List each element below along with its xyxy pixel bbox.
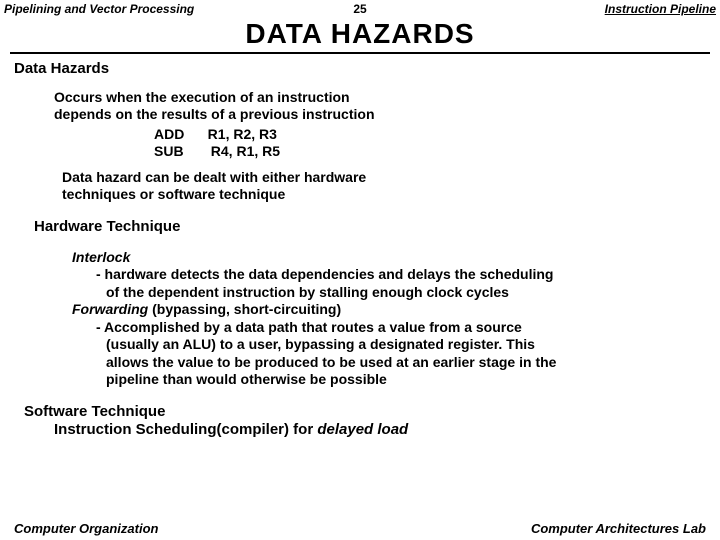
- dealt-paragraph: Data hazard can be dealt with either har…: [62, 169, 706, 204]
- example-code: ADD R1, R2, R3 SUB R4, R1, R5: [154, 126, 706, 161]
- forwarding-line-1: - Accomplished by a data path that route…: [96, 319, 706, 337]
- forwarding-line-4: pipeline than would otherwise be possibl…: [106, 371, 706, 389]
- slide-footer: Computer Organization Computer Architect…: [0, 521, 720, 536]
- dealt-line-2: techniques or software technique: [62, 186, 706, 204]
- slide-header: Pipelining and Vector Processing 25 Inst…: [0, 0, 720, 16]
- header-right: Instruction Pipeline: [367, 2, 716, 16]
- page-number: 25: [353, 2, 366, 16]
- forwarding-term: Forwarding: [72, 301, 148, 317]
- forwarding-line-2: (usually an ALU) to a user, bypassing a …: [106, 336, 706, 354]
- intro-paragraph: Occurs when the execution of an instruct…: [54, 89, 706, 124]
- title-divider: [10, 52, 710, 54]
- software-technique-title: Software Technique: [24, 403, 706, 422]
- hardware-technique-title: Hardware Technique: [34, 218, 706, 237]
- slide-content: Data Hazards Occurs when the execution o…: [0, 60, 720, 440]
- intro-line-1: Occurs when the execution of an instruct…: [54, 89, 706, 107]
- software-technique-body: Instruction Scheduling(compiler) for del…: [54, 421, 706, 440]
- sw-prefix: Instruction Scheduling(compiler) for: [54, 421, 317, 438]
- dealt-line-1: Data hazard can be dealt with either har…: [62, 169, 706, 187]
- forwarding-suffix: (bypassing, short-circuiting): [148, 301, 341, 317]
- intro-line-2: depends on the results of a previous ins…: [54, 106, 706, 124]
- footer-left: Computer Organization: [14, 521, 158, 536]
- interlock-line-1: - hardware detects the data dependencies…: [96, 266, 706, 284]
- interlock-term: Interlock: [72, 249, 130, 265]
- code-line-2: SUB R4, R1, R5: [154, 143, 280, 159]
- footer-right: Computer Architectures Lab: [531, 521, 706, 536]
- interlock-line-2: of the dependent instruction by stalling…: [106, 284, 706, 302]
- slide-title: DATA HAZARDS: [0, 18, 720, 50]
- sw-delayed-load: delayed load: [317, 421, 408, 438]
- header-left: Pipelining and Vector Processing: [4, 2, 353, 16]
- code-line-1: ADD R1, R2, R3: [154, 126, 277, 142]
- section-title: Data Hazards: [14, 60, 706, 79]
- hardware-technique-body: Interlock - hardware detects the data de…: [72, 249, 706, 389]
- forwarding-line-3: allows the value to be produced to be us…: [106, 354, 706, 372]
